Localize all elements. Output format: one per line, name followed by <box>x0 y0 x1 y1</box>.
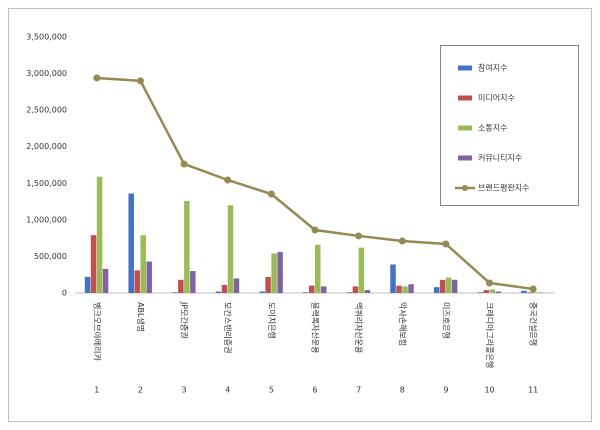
bar <box>315 244 321 293</box>
bar <box>178 279 184 293</box>
x-tick-label: 블랙록자산운용 <box>311 302 321 354</box>
bar <box>215 291 222 293</box>
bar <box>134 270 140 293</box>
point <box>529 285 537 293</box>
x-tick-label: ABL생명 <box>136 302 146 332</box>
bar <box>128 193 134 293</box>
bar <box>184 200 190 293</box>
bar <box>527 292 533 293</box>
bar <box>390 264 396 293</box>
bar <box>402 286 408 293</box>
bar <box>277 252 283 293</box>
bar <box>233 278 240 293</box>
y-tick-label: 3,000,000 <box>26 69 67 78</box>
y-tick-label: 1,500,000 <box>26 179 67 188</box>
point <box>93 74 101 82</box>
y-tick-label: 0 <box>62 289 67 298</box>
bar <box>521 290 527 293</box>
point <box>442 240 450 248</box>
bar <box>439 279 446 293</box>
x-tick-label: 모간스탠리증권 <box>223 302 233 354</box>
x-tick-label: 뱅크오브아메리카 <box>92 302 102 362</box>
x-tick-label: 도이치은행 <box>267 302 277 339</box>
legend-label: 브랜드평판지수 <box>478 183 530 193</box>
bar <box>172 292 178 293</box>
point <box>355 232 363 240</box>
bar <box>533 292 539 293</box>
category-number: 5 <box>269 386 274 395</box>
legend-swatch <box>458 65 472 71</box>
category-number: 2 <box>138 386 143 395</box>
bar <box>227 205 234 293</box>
bar <box>96 176 103 293</box>
point <box>311 226 319 234</box>
bar <box>190 271 196 293</box>
y-tick-label: 3,500,000 <box>26 33 67 42</box>
bar <box>445 277 452 293</box>
category-number: 3 <box>182 386 187 395</box>
bar <box>271 253 277 293</box>
category-number: 6 <box>312 386 317 395</box>
y-tick-label: 1,000,000 <box>26 215 67 224</box>
bar <box>396 285 402 293</box>
legend-swatch <box>458 155 472 161</box>
legend-label: 커뮤니티지수 <box>478 153 522 163</box>
legend-swatch <box>458 95 472 101</box>
bar <box>146 261 152 293</box>
bar <box>321 286 327 293</box>
category-number: 4 <box>225 386 230 395</box>
bar <box>483 290 490 293</box>
x-tick-label: JP모간증권 <box>180 301 190 339</box>
x-tick-label: 악사손해보험 <box>398 302 408 346</box>
point <box>398 237 406 245</box>
category-number: 10 <box>484 386 494 395</box>
category-number: 7 <box>356 386 361 395</box>
point <box>136 77 144 85</box>
bar <box>90 235 97 293</box>
category-number: 11 <box>528 386 538 395</box>
bar <box>477 292 484 293</box>
x-tick-label: 맥쿼리자산운용 <box>354 302 364 354</box>
bar <box>84 276 91 293</box>
category-number: 9 <box>443 386 448 395</box>
legend-label: 참여지수 <box>478 63 507 73</box>
legend-label: 미디어지수 <box>478 93 515 103</box>
bar <box>309 285 315 293</box>
bar <box>221 284 228 293</box>
bar <box>433 287 440 293</box>
point <box>267 190 275 198</box>
category-number: 8 <box>400 386 405 395</box>
x-tick-label: 미즈호은행 <box>441 302 451 339</box>
bar <box>102 268 109 293</box>
bar <box>259 291 265 293</box>
point <box>486 279 494 287</box>
chart-frame <box>8 8 592 422</box>
bar <box>140 235 146 293</box>
legend-swatch <box>458 125 472 131</box>
x-tick-label: 크레디아그리콜은행 <box>485 302 495 368</box>
y-tick-label: 2,500,000 <box>26 106 67 115</box>
point <box>224 176 232 184</box>
bar <box>495 291 502 293</box>
y-tick-label: 500,000 <box>34 252 67 261</box>
bar <box>408 284 414 293</box>
bar <box>265 276 271 293</box>
x-tick-label: 중국건설은행 <box>529 302 539 346</box>
legend-label: 소통지수 <box>478 124 507 133</box>
bar <box>451 279 458 293</box>
bar <box>364 290 371 293</box>
point <box>180 160 188 168</box>
bar <box>303 292 309 293</box>
legend-swatch <box>462 185 468 191</box>
bar <box>358 247 365 293</box>
bar <box>489 289 496 293</box>
y-tick-label: 2,000,000 <box>26 142 67 151</box>
bar <box>352 286 359 293</box>
category-number: 1 <box>94 386 99 395</box>
bar <box>346 292 353 293</box>
